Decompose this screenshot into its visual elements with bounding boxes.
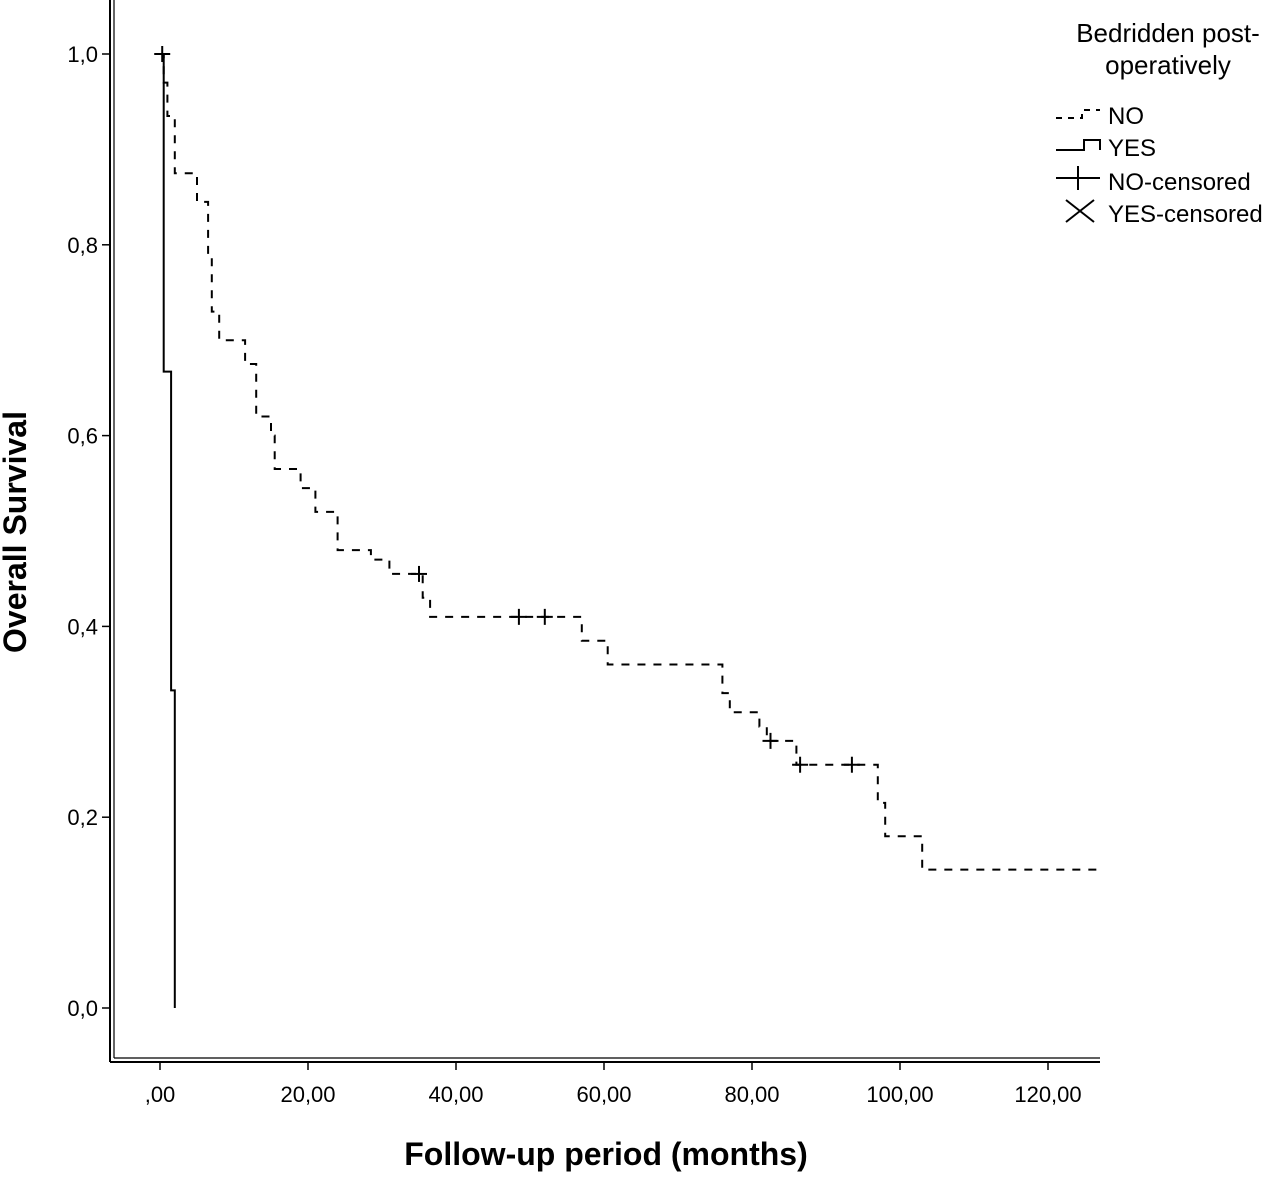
- y-tick-label: 1,0: [67, 42, 98, 67]
- legend-entry-label: NO: [1108, 103, 1144, 130]
- legend-title-line: Bedridden post-: [1076, 18, 1260, 48]
- x-tick-label: ,00: [145, 1082, 176, 1107]
- y-tick-label: 0,4: [67, 614, 98, 639]
- x-tick-label: 80,00: [724, 1082, 779, 1107]
- y-tick-label: 0,2: [67, 805, 98, 830]
- y-tick-label: 0,8: [67, 233, 98, 258]
- y-tick-label: 0,0: [67, 996, 98, 1021]
- ticks-layer: 0,0 0,2 0,4 0,6 0,8 1,0 ,00 20,00 40,00 60,00 80,0…: [67, 42, 1081, 1107]
- x-tick-label: 60,00: [576, 1082, 631, 1107]
- legend-entry-label: NO-censored: [1108, 169, 1251, 196]
- x-tick-label: 40,00: [428, 1082, 483, 1107]
- legend-entry-label: YES: [1108, 135, 1156, 162]
- y-tick-label: 0,6: [67, 424, 98, 449]
- x-tick-label: 20,00: [280, 1082, 335, 1107]
- series-layer: [154, 46, 1100, 1008]
- x-axis-title: Follow-up period (months): [404, 1136, 807, 1172]
- y-axis-title: Overall Survival: [0, 411, 33, 653]
- legend-title-line: operatively: [1105, 50, 1231, 80]
- x-tick-label: 100,00: [866, 1082, 933, 1107]
- legend-swatch-yes: [1056, 139, 1101, 151]
- legend-swatch-yes-censored-b: [1065, 199, 1095, 223]
- series-line-no: [160, 53, 1100, 871]
- series-line-yes: [160, 53, 176, 1008]
- legend-entry-label: YES-censored: [1108, 201, 1263, 228]
- legend-swatch-no: [1056, 109, 1100, 119]
- legend: Bedridden post-operatively NO YES NO-censor…: [1056, 18, 1263, 228]
- axes-layer: [109, 0, 1100, 1063]
- x-tick-label: 120,00: [1014, 1082, 1081, 1107]
